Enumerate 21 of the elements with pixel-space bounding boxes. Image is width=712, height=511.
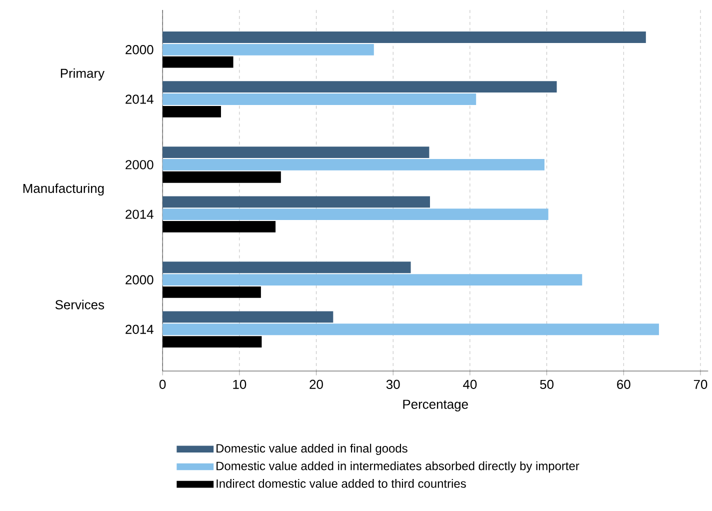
y-tick-label: 2014 bbox=[126, 94, 154, 104]
y-tick-label: 2000 bbox=[126, 275, 154, 285]
y-tick-label: 2000 bbox=[126, 45, 154, 54]
text: Primary bbox=[60, 68, 105, 81]
x-tick-label: 20 bbox=[310, 380, 323, 390]
y-tick-label: 2000 bbox=[126, 160, 154, 170]
x-tick-label: 0 bbox=[159, 380, 166, 390]
y-tick-label: 2014 bbox=[126, 210, 154, 220]
legend-label: Indirect domestic value added to third countries bbox=[216, 479, 466, 488]
x-tick-label: 10 bbox=[233, 380, 246, 390]
x-tick-label: 40 bbox=[463, 380, 477, 390]
legend-label: Domestic value added in intermediates absorbed directly by importer bbox=[216, 462, 580, 473]
text: Manufacturing bbox=[23, 184, 104, 196]
x-axis-title: Percentage bbox=[403, 400, 468, 412]
text: Services bbox=[55, 300, 104, 310]
legend-label: Domestic value added in final goods bbox=[216, 444, 408, 456]
y-tick-label: 2014 bbox=[126, 324, 154, 334]
x-tick-label: 30 bbox=[386, 380, 400, 390]
x-tick-label: 70 bbox=[694, 380, 708, 390]
x-tick-label: 50 bbox=[540, 380, 554, 390]
x-tick-label: 60 bbox=[617, 380, 630, 390]
